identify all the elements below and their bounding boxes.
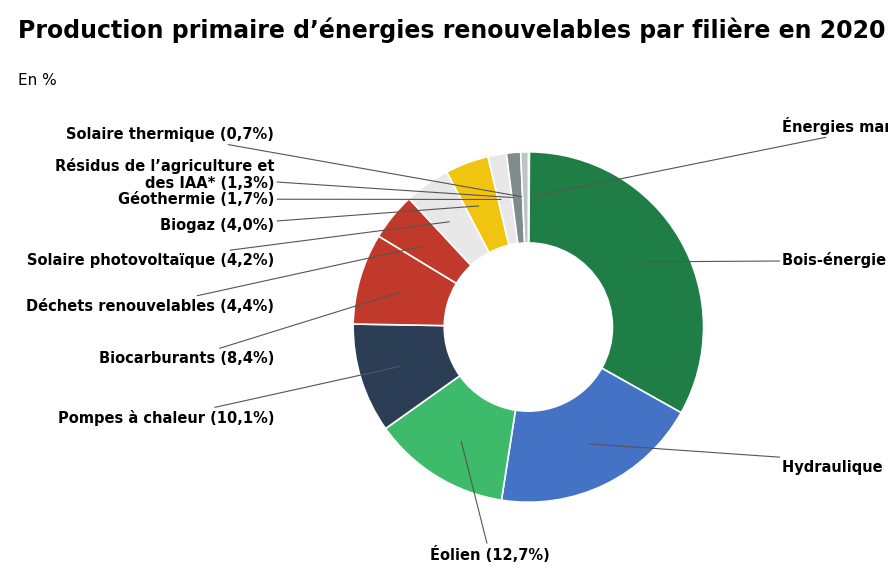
Text: Bois-énergie (33,0%): Bois-énergie (33,0%) bbox=[645, 252, 888, 269]
Text: Biogaz (4,0%): Biogaz (4,0%) bbox=[160, 206, 479, 233]
Text: Déchets renouvelables (4,4%): Déchets renouvelables (4,4%) bbox=[27, 246, 424, 314]
Text: Résidus de l’agriculture et
des IAA* (1,3%): Résidus de l’agriculture et des IAA* (1,… bbox=[55, 158, 513, 197]
Text: Hydraulique renouvelable (19,3%): Hydraulique renouvelable (19,3%) bbox=[590, 444, 888, 475]
Wedge shape bbox=[528, 152, 529, 243]
Text: Énergies marines (0,1%): Énergies marines (0,1%) bbox=[533, 117, 888, 197]
Wedge shape bbox=[378, 199, 472, 283]
Wedge shape bbox=[506, 152, 525, 244]
Wedge shape bbox=[529, 152, 703, 413]
Text: Pompes à chaleur (10,1%): Pompes à chaleur (10,1%) bbox=[58, 366, 400, 426]
Text: Géothermie (1,7%): Géothermie (1,7%) bbox=[118, 192, 501, 207]
Text: Solaire thermique (0,7%): Solaire thermique (0,7%) bbox=[67, 127, 521, 197]
Text: Biocarburants (8,4%): Biocarburants (8,4%) bbox=[99, 292, 400, 366]
Wedge shape bbox=[502, 368, 681, 502]
Wedge shape bbox=[488, 153, 518, 245]
Text: Solaire photovoltaïque (4,2%): Solaire photovoltaïque (4,2%) bbox=[27, 222, 449, 268]
Wedge shape bbox=[409, 172, 489, 265]
Wedge shape bbox=[353, 324, 460, 429]
Text: Production primaire d’énergies renouvelables par filière en 2020: Production primaire d’énergies renouvela… bbox=[18, 18, 885, 43]
Wedge shape bbox=[385, 376, 515, 500]
Wedge shape bbox=[447, 157, 509, 253]
Wedge shape bbox=[520, 152, 528, 243]
Wedge shape bbox=[353, 236, 456, 326]
Text: Éolien (12,7%): Éolien (12,7%) bbox=[430, 442, 550, 563]
Text: En %: En % bbox=[18, 73, 57, 88]
